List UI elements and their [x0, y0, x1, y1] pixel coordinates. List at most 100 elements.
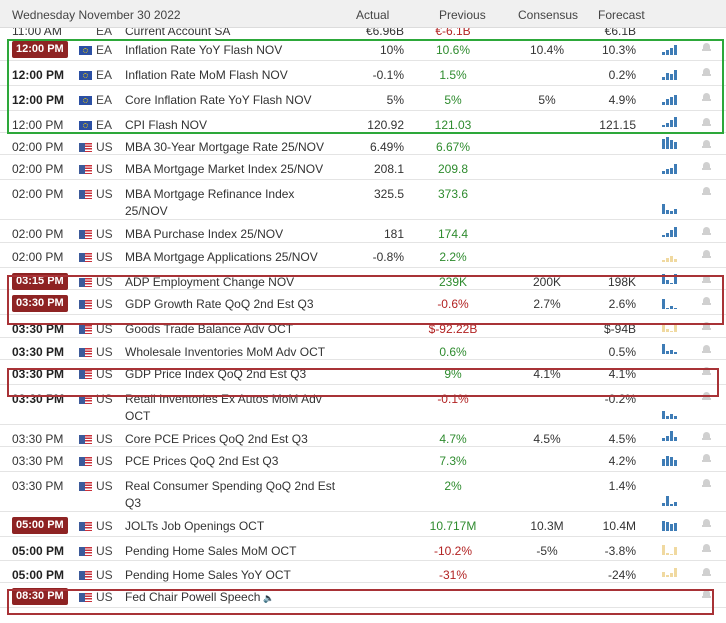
header-previous[interactable]: Previous — [439, 8, 486, 22]
sparkline-chart[interactable] — [662, 272, 684, 284]
bell-icon[interactable] — [702, 367, 711, 376]
bell-icon[interactable] — [702, 93, 711, 102]
event-name[interactable]: ADP Employment Change NOV — [125, 274, 340, 291]
calendar-row[interactable]: 02:00 PM US MBA Mortgage Market Index 25/N… — [0, 155, 726, 180]
event-name[interactable]: Fed Chair Powell Speech 🔈 — [125, 589, 340, 607]
calendar-row[interactable]: 05:00 PM US Pending Home Sales YoY OCT -31%… — [0, 561, 726, 583]
event-name[interactable]: Current Account SA — [125, 28, 231, 36]
event-name[interactable]: Retail Inventories Ex Autos MoM Adv OCT — [125, 391, 340, 425]
bell-icon[interactable] — [702, 544, 711, 553]
sparkline-chart[interactable] — [662, 162, 684, 174]
bell-icon[interactable] — [702, 392, 711, 401]
sparkline-chart[interactable] — [662, 342, 684, 354]
event-name[interactable]: Pending Home Sales YoY OCT — [125, 567, 340, 584]
event-name[interactable]: MBA Mortgage Applications 25/NOV — [125, 249, 340, 266]
bell-icon[interactable] — [702, 118, 711, 127]
bell-icon[interactable] — [702, 68, 711, 77]
calendar-row[interactable]: 12:00 PM EA Inflation Rate YoY Flash NOV 10… — [0, 36, 726, 61]
bell-icon[interactable] — [702, 322, 711, 331]
sparkline-chart[interactable] — [662, 115, 684, 127]
bell-icon[interactable] — [702, 519, 711, 528]
event-name[interactable]: Core PCE Prices QoQ 2nd Est Q3 — [125, 431, 340, 448]
calendar-row[interactable]: 03:30 PM US Real Consumer Spending QoQ 2nd… — [0, 472, 726, 512]
event-time: 05:00 PM — [12, 517, 68, 534]
event-name[interactable]: JOLTs Job Openings OCT — [125, 518, 340, 535]
calendar-row[interactable]: 02:00 PM US MBA Mortgage Applications 25/N… — [0, 243, 726, 268]
calendar-row[interactable]: 03:30 PM US Core PCE Prices QoQ 2nd Est Q3… — [0, 425, 726, 447]
calendar-row[interactable]: 08:30 PM US Fed Chair Powell Speech 🔈 — [0, 583, 726, 608]
event-name[interactable]: MBA Mortgage Market Index 25/NOV — [125, 161, 340, 178]
bell-icon[interactable] — [702, 275, 711, 284]
bell-icon[interactable] — [702, 162, 711, 171]
event-name[interactable]: Core Inflation Rate YoY Flash NOV — [125, 92, 340, 109]
sparkline-bar — [666, 496, 669, 506]
calendar-row[interactable]: 03:30 PM US Wholesale Inventories MoM Adv … — [0, 338, 726, 360]
sparkline-chart[interactable] — [662, 519, 684, 531]
sparkline-chart[interactable] — [662, 367, 684, 379]
calendar-row[interactable]: 05:00 PM US Pending Home Sales MoM OCT -10.… — [0, 537, 726, 561]
event-name[interactable]: Inflation Rate MoM Flash NOV — [125, 67, 340, 84]
sparkline-chart[interactable] — [662, 137, 684, 149]
previous-value: -10.2% — [433, 544, 473, 558]
event-name[interactable]: Inflation Rate YoY Flash NOV — [125, 42, 340, 59]
event-name[interactable]: Wholesale Inventories MoM Adv OCT — [125, 344, 340, 361]
sparkline-chart[interactable] — [662, 407, 684, 419]
header-consensus[interactable]: Consensus — [518, 8, 579, 22]
sparkline-chart[interactable] — [662, 43, 684, 55]
sparkline-chart[interactable] — [662, 565, 684, 577]
sparkline-chart[interactable] — [662, 68, 684, 80]
calendar-row[interactable]: 03:30 PM US Goods Trade Balance Adv OCT $-9… — [0, 315, 726, 338]
calendar-row[interactable]: 03:30 PM US Retail Inventories Ex Autos Mo… — [0, 385, 726, 425]
sparkline-chart[interactable] — [662, 543, 684, 555]
previous-value: 4.7% — [439, 432, 467, 446]
calendar-row[interactable]: 02:00 PM US MBA Mortgage Refinance Index 2… — [0, 180, 726, 220]
calendar-row[interactable]: 03:30 PM US GDP Price Index QoQ 2nd Est Q3… — [0, 360, 726, 385]
sparkline-chart[interactable] — [662, 320, 684, 332]
sparkline-bar — [662, 572, 665, 577]
calendar-row[interactable]: 03:30 PM US GDP Growth Rate QoQ 2nd Est Q3… — [0, 290, 726, 315]
forecast-value: 4.9% — [608, 93, 636, 107]
bell-icon[interactable] — [702, 43, 711, 52]
event-name[interactable]: MBA Purchase Index 25/NOV — [125, 226, 340, 243]
bell-icon[interactable] — [702, 454, 711, 463]
sparkline-chart[interactable] — [662, 93, 684, 105]
bell-icon[interactable] — [702, 345, 711, 354]
bell-icon[interactable] — [702, 187, 711, 196]
calendar-row[interactable]: 03:30 PM US PCE Prices QoQ 2nd Est Q3 7.3% 4… — [0, 447, 726, 472]
bell-icon[interactable] — [702, 432, 711, 441]
event-name[interactable]: MBA 30-Year Mortgage Rate 25/NOV — [125, 139, 340, 156]
calendar-row[interactable]: 03:15 PM US ADP Employment Change NOV 239K 2… — [0, 268, 726, 290]
event-name[interactable]: GDP Price Index QoQ 2nd Est Q3 — [125, 366, 340, 383]
sparkline-chart[interactable] — [662, 454, 684, 466]
sparkline-chart[interactable] — [662, 429, 684, 441]
event-name[interactable]: CPI Flash NOV — [125, 117, 340, 134]
sparkline-chart[interactable] — [662, 590, 684, 602]
calendar-row[interactable]: 05:00 PM US JOLTs Job Openings OCT 10.717M 1… — [0, 512, 726, 537]
calendar-row[interactable]: 12:00 PM EA Core Inflation Rate YoY Flash … — [0, 86, 726, 111]
bell-icon[interactable] — [702, 140, 711, 149]
bell-icon[interactable] — [702, 250, 711, 259]
actual-value: -0.1% — [372, 68, 404, 82]
bell-icon[interactable] — [702, 297, 711, 306]
event-name[interactable]: Goods Trade Balance Adv OCT — [125, 321, 340, 338]
event-name[interactable]: PCE Prices QoQ 2nd Est Q3 — [125, 453, 340, 470]
sparkline-chart[interactable] — [662, 297, 684, 309]
event-name[interactable]: Real Consumer Spending QoQ 2nd Est Q3 — [125, 478, 340, 512]
header-actual[interactable]: Actual — [356, 8, 390, 22]
sparkline-chart[interactable] — [662, 202, 684, 214]
event-name[interactable]: Pending Home Sales MoM OCT — [125, 543, 340, 560]
event-name[interactable]: GDP Growth Rate QoQ 2nd Est Q3 — [125, 296, 340, 313]
bell-icon[interactable] — [702, 227, 711, 236]
bell-icon[interactable] — [702, 590, 711, 599]
bell-icon[interactable] — [702, 479, 711, 488]
sparkline-chart[interactable] — [662, 250, 684, 262]
bell-icon[interactable] — [702, 568, 711, 577]
sparkline-chart[interactable] — [662, 494, 684, 506]
calendar-row[interactable]: 02:00 PM US MBA 30-Year Mortgage Rate 25/N… — [0, 133, 726, 155]
header-forecast[interactable]: Forecast — [598, 8, 645, 22]
event-name[interactable]: MBA Mortgage Refinance Index 25/NOV — [125, 186, 340, 220]
calendar-row[interactable]: 12:00 PM EA Inflation Rate MoM Flash NOV -0… — [0, 61, 726, 86]
sparkline-chart[interactable] — [662, 225, 684, 237]
calendar-row[interactable]: 12:00 PM EA CPI Flash NOV 120.92 121.03 121.1… — [0, 111, 726, 133]
calendar-row[interactable]: 02:00 PM US MBA Purchase Index 25/NOV 181 17… — [0, 220, 726, 243]
